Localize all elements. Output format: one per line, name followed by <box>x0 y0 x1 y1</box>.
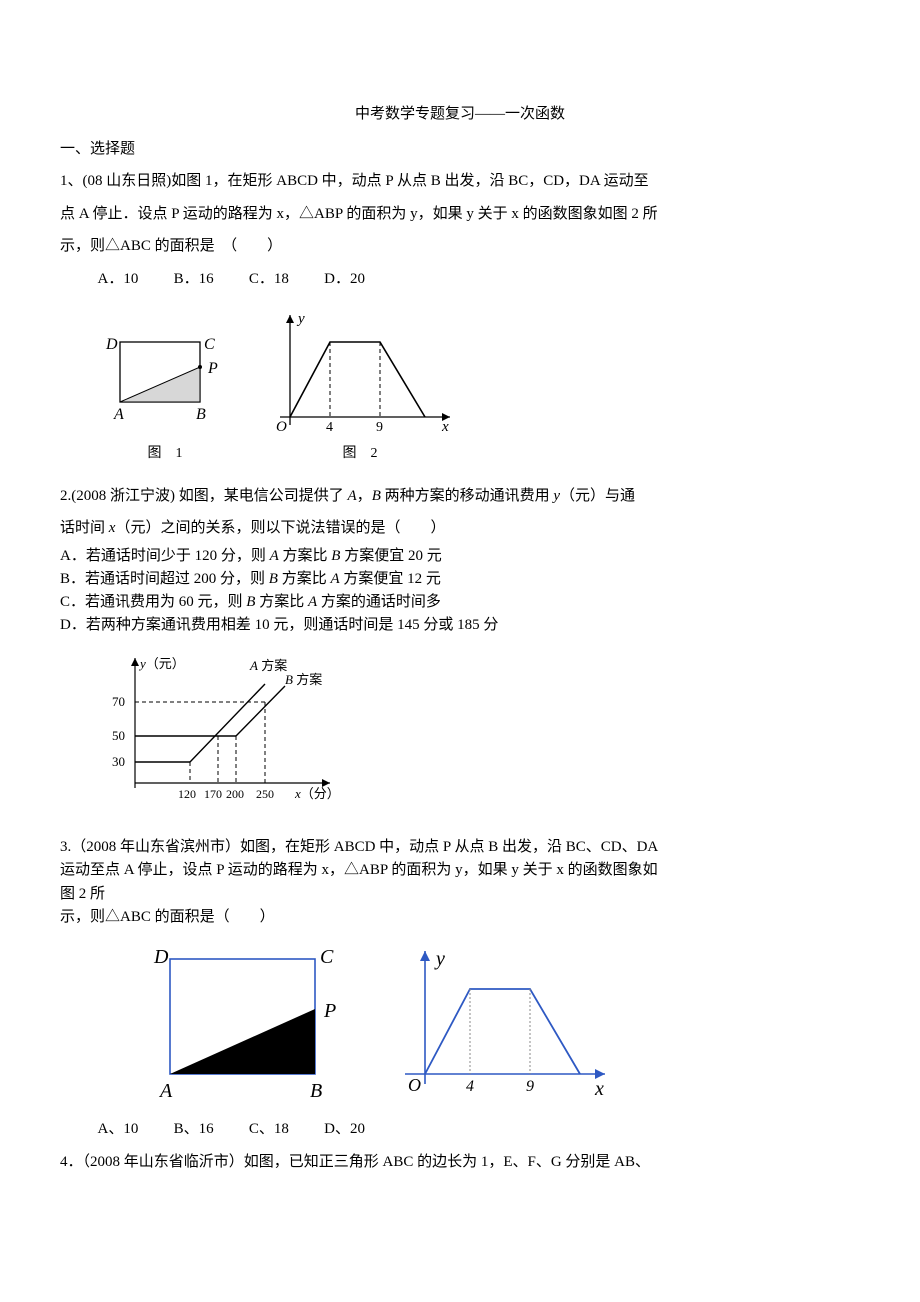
q1-fig2-caption: 图 2 <box>260 441 460 468</box>
ytick-70: 70 <box>112 694 125 709</box>
q1-stem-line1: 1、(08 山东日照)如图 1，在矩形 ABCD 中，动点 P 从点 B 出发，… <box>60 167 860 196</box>
q3-xtick-4: 4 <box>466 1078 474 1095</box>
q1-option-a: A．10 <box>98 271 139 287</box>
q2-option-d: D．若两种方案通讯费用相差 10 元，则通话时间是 145 分或 185 分 <box>60 614 860 637</box>
q3-xtick-9: 9 <box>526 1078 534 1095</box>
plan-a-label: A 方案 <box>249 658 287 673</box>
q3-graph-svg: O 4 9 x y <box>390 939 620 1109</box>
xtick-170: 170 <box>204 787 222 801</box>
xtick-120: 120 <box>178 787 196 801</box>
q3-label-A: A <box>158 1080 173 1102</box>
label-P: P <box>207 360 218 377</box>
q3-option-c: C、18 <box>249 1121 289 1137</box>
q2-option-a: A．若通话时间少于 120 分，则 A 方案比 B 方案便宜 20 元 <box>60 545 860 568</box>
q3-y-label: y <box>434 948 445 970</box>
q3-rect-svg: D C P A B <box>140 939 350 1109</box>
q2-stem-line1: 2.(2008 浙江宁波) 如图，某电信公司提供了 A，B 两种方案的移动通讯费… <box>60 482 860 511</box>
y-axis-label: y <box>296 311 305 327</box>
q3-label-D: D <box>153 946 169 968</box>
xtick-4: 4 <box>326 420 333 435</box>
q4-stem: 4．（2008 年山东省临沂市）如图，已知正三角形 ABC 的边长为 1，E、F… <box>60 1148 860 1177</box>
q1-options: A．10 B．16 C．18 D．20 <box>60 265 860 294</box>
q3-origin: O <box>408 1075 421 1095</box>
q3-stem-line4: 示，则△ABC 的面积是（ ） <box>60 906 860 929</box>
q1-option-c: C．18 <box>249 271 289 287</box>
xtick-250: 250 <box>256 787 274 801</box>
q1-stem-line2: 点 A 停止．设点 P 运动的路程为 x，△ABP 的面积为 y，如果 y 关于… <box>60 200 860 229</box>
ytick-50: 50 <box>112 728 125 743</box>
q1-rect-svg: D C P A B <box>100 327 230 437</box>
q1-option-d: D．20 <box>324 271 365 287</box>
origin-label: O <box>276 419 287 435</box>
q3-figure2: O 4 9 x y <box>390 939 620 1109</box>
label-C: C <box>204 336 215 353</box>
q2-x-label: x（分） <box>294 786 340 801</box>
q2-graph-svg: 30 50 70 120 170 200 250 y（元） x（分） A 方案 … <box>100 648 360 808</box>
q1-graph-svg: O 4 9 x y <box>260 307 460 437</box>
q1-stem-line3: 示，则△ABC 的面积是 （ ） <box>60 232 860 261</box>
q3-option-d: D、20 <box>324 1121 365 1137</box>
q3-figures: D C P A B O 4 9 x y <box>140 939 860 1109</box>
q3-label-B: B <box>310 1080 322 1102</box>
q1-figures: D C P A B 图 1 O 4 9 x y 图 2 <box>100 307 860 468</box>
q1-figure1: D C P A B 图 1 <box>100 327 230 468</box>
q3-option-a: A、10 <box>98 1121 139 1137</box>
ytick-30: 30 <box>112 754 125 769</box>
plan-b-label: B 方案 <box>285 672 322 687</box>
page-title: 中考数学专题复习——一次函数 <box>60 100 860 129</box>
label-D: D <box>105 336 118 353</box>
xtick-9: 9 <box>376 420 383 435</box>
q2-figure: 30 50 70 120 170 200 250 y（元） x（分） A 方案 … <box>100 648 860 819</box>
q3-label-C: C <box>320 946 334 968</box>
q1-option-b: B．16 <box>174 271 214 287</box>
xtick-200: 200 <box>226 787 244 801</box>
section-heading: 一、选择题 <box>60 135 860 164</box>
q3-stem-line2: 运动至点 A 停止，设点 P 运动的路程为 x，△ABP 的面积为 y，如果 y… <box>60 859 860 882</box>
q3-option-b: B、16 <box>174 1121 214 1137</box>
q2-y-label: y（元） <box>138 656 185 671</box>
q3-x-label: x <box>594 1078 604 1100</box>
label-A: A <box>113 406 124 423</box>
q2-stem-line2: 话时间 x（元）之间的关系，则以下说法错误的是（ ） <box>60 514 860 543</box>
q3-stem-line1: 3.（2008 年山东省滨州市）如图，在矩形 ABCD 中，动点 P 从点 B … <box>60 836 860 859</box>
label-B: B <box>196 406 206 423</box>
q3-figure1: D C P A B <box>140 939 350 1109</box>
q1-fig1-caption: 图 1 <box>100 441 230 468</box>
q2-options: A．若通话时间少于 120 分，则 A 方案比 B 方案便宜 20 元 B．若通… <box>60 545 860 638</box>
q1-figure2: O 4 9 x y 图 2 <box>260 307 460 468</box>
x-axis-label: x <box>441 419 449 435</box>
q3-stem-line3: 图 2 所 <box>60 883 860 906</box>
q3-options: A、10 B、16 C、18 D、20 <box>60 1115 860 1144</box>
q2-option-c: C．若通讯费用为 60 元，则 B 方案比 A 方案的通话时间多 <box>60 591 860 614</box>
q3-stem: 3.（2008 年山东省滨州市）如图，在矩形 ABCD 中，动点 P 从点 B … <box>60 836 860 929</box>
q3-label-P: P <box>323 1000 336 1022</box>
q2-option-b: B．若通话时间超过 200 分，则 B 方案比 A 方案便宜 12 元 <box>60 568 860 591</box>
